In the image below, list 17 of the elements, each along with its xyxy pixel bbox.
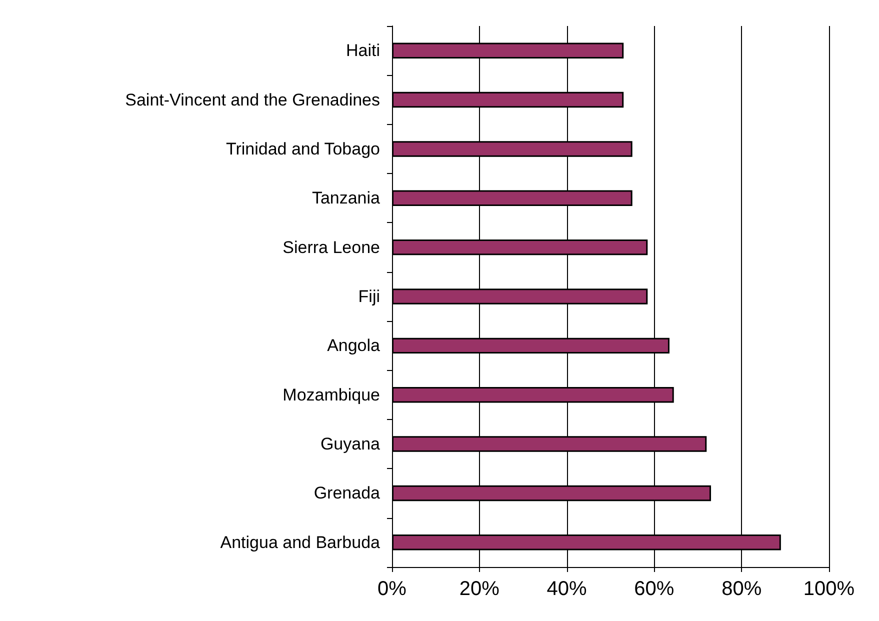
x-tick-label: 80% [722, 578, 762, 600]
y-tick-label: Tanzania [312, 188, 381, 208]
y-tick-label: Trinidad and Tobago [226, 139, 380, 158]
x-tick-label: 60% [634, 578, 674, 600]
x-tick-label: 0% [378, 578, 407, 600]
y-tick-label: Sierra Leone [282, 238, 380, 257]
y-tick-label: Guyana [320, 434, 381, 454]
x-tick-label: 100% [803, 578, 855, 600]
x-tick-label: 40% [546, 578, 588, 600]
y-tick-label: Mozambique [282, 385, 380, 404]
y-tick-label: Antigua and Barbuda [220, 532, 381, 552]
y-tick-label: Fiji [358, 287, 380, 306]
y-tick-label: Angola [327, 336, 381, 356]
y-tick-label: Haiti [346, 41, 380, 60]
y-tick-label: Grenada [314, 484, 381, 503]
x-tick-label: 20% [459, 578, 500, 600]
y-tick-label: Saint-Vincent and the Grenadines [125, 90, 380, 110]
